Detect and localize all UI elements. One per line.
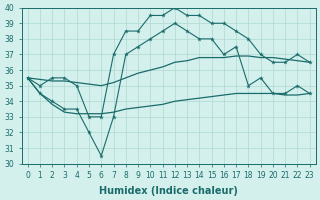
X-axis label: Humidex (Indice chaleur): Humidex (Indice chaleur) — [99, 186, 238, 196]
